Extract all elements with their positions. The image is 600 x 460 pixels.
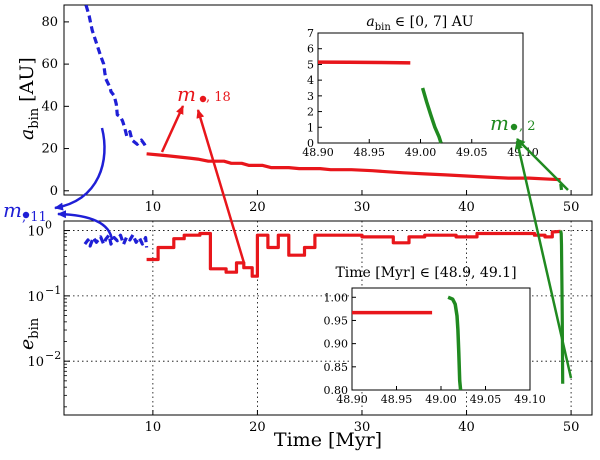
- annotation-m2-main: m: [490, 111, 509, 135]
- bottom-inset-series-m2: [447, 295, 463, 391]
- bottom-inset: Time [Myr] ∈ [48.9, 49.1] 48.90 48.95 49.0…: [324, 265, 546, 406]
- top-y-tick-label: 40: [41, 99, 58, 114]
- top-inset-x-tick-label: 48.95: [354, 146, 386, 159]
- top-series-m18: [146, 152, 561, 182]
- annotation-m18: m , 18: [177, 82, 231, 106]
- bottom-y-tick-exponent: −2: [45, 349, 61, 362]
- bottom-ylabel-main: e: [16, 339, 38, 350]
- bottom-inset-x-tick-label: 48.90: [336, 393, 368, 406]
- top-ylabel-main: a: [16, 129, 38, 140]
- annotations: m, 11 m , 18 m , 2: [3, 82, 573, 379]
- annotation-m11: m, 11: [3, 198, 47, 225]
- arrow-m18-top: [160, 105, 185, 153]
- bottom-x-tick-label: 40: [458, 420, 475, 435]
- bottom-inset-title: Time [Myr] ∈ [48.9, 49.1]: [335, 265, 516, 281]
- bottom-ylabel-sub: bin: [27, 317, 42, 338]
- top-x-tick-label: 10: [145, 200, 162, 215]
- bottom-y-tick-label: 10: [27, 225, 44, 240]
- top-x-tick-label: 30: [354, 200, 371, 215]
- bottom-x-tick-label: 30: [354, 420, 371, 435]
- bottom-inset-x-tick-label: 48.95: [381, 393, 413, 406]
- bottom-inset-x-tick-label: 49.10: [514, 393, 546, 406]
- bottom-inset-frame: [351, 287, 531, 391]
- top-y-tick-label: 60: [41, 57, 58, 72]
- top-inset-frame: [317, 32, 524, 144]
- arrow-m11-top: [54, 127, 106, 211]
- bottom-y-tick-exponent: 0: [45, 219, 52, 232]
- top-inset-y-tick-label: 3: [307, 90, 314, 103]
- top-inset-title-sub: bin: [375, 22, 392, 33]
- bottom-inset-x-tick-label: 49.05: [470, 393, 502, 406]
- annotation-m18-dot: [199, 95, 207, 103]
- bottom-x-tick-label: 20: [249, 420, 266, 435]
- bottom-x-tick-label: 50: [563, 420, 580, 435]
- top-inset-y-tick-label: 2: [307, 106, 314, 119]
- top-inset-series-m2: [420, 87, 443, 144]
- top-inset-x-tick-label: 49.00: [405, 146, 437, 159]
- top-inset-title-main: a: [366, 14, 374, 30]
- bottom-x-ticks: 10 20 30 40 50: [145, 410, 580, 435]
- top-series-m2: [559, 183, 564, 191]
- top-ylabel-unit: [AU]: [16, 57, 38, 102]
- bottom-y-tick-exponent: −1: [45, 284, 61, 297]
- bottom-inset-y-tick-label: 0.95: [324, 314, 349, 327]
- top-inset-title: abin ∈ [0, 7] AU: [366, 14, 473, 33]
- top-series: [84, 5, 564, 191]
- bottom-inset-ticks: 48.90 48.95 49.00 49.05 49.10 0.80 0.85 0.90 0.9…: [324, 291, 546, 406]
- top-inset-y-tick-label: 6: [307, 43, 314, 56]
- annotation-m11-dot: [22, 211, 30, 219]
- top-x-ticks: 10 20 30 40 50: [145, 190, 580, 215]
- top-y-tick-label: 80: [41, 15, 58, 30]
- bottom-y-axis-label: ebin: [16, 317, 42, 350]
- bottom-inset-y-tick-label: 0.80: [324, 384, 349, 397]
- arrow-m18-bottom: [196, 109, 246, 264]
- annotation-m18-main: m: [177, 82, 196, 106]
- x-axis-label: Time [Myr]: [274, 429, 382, 451]
- bottom-inset-x-tick-label: 49.00: [425, 393, 457, 406]
- top-inset-y-tick-label: 0: [307, 137, 314, 150]
- top-series-m11: [84, 5, 149, 150]
- bottom-inset-y-tick-label: 0.90: [324, 338, 349, 351]
- top-y-tick-label: 0: [50, 184, 58, 199]
- bottom-inset-y-tick-label: 0.85: [324, 361, 349, 374]
- top-inset: abin ∈ [0, 7] AU 48.90 48.95 49.00 49.05 49.1…: [302, 14, 539, 159]
- top-inset-y-tick-label: 1: [307, 121, 314, 134]
- bottom-x-tick-label: 10: [145, 420, 162, 435]
- top-inset-y-tick-label: 7: [307, 27, 314, 40]
- arrow-m2-top: [516, 138, 569, 191]
- arrow-m2-bottom: [514, 140, 573, 379]
- annotation-m2-sub: , 2: [519, 119, 536, 134]
- top-inset-series-m18: [317, 60, 411, 65]
- top-x-tick-label: 50: [563, 200, 580, 215]
- top-y-ticks: 0 20 40 60 80: [41, 15, 69, 199]
- annotation-m11-main: m: [3, 198, 22, 222]
- top-inset-y-tick-label: 4: [307, 74, 314, 87]
- bottom-inset-series: [352, 295, 463, 391]
- top-inset-x-tick-label: 49.05: [456, 146, 488, 159]
- bottom-y-tick-label: 10: [27, 290, 44, 305]
- arrow-m11-bottom: [57, 210, 114, 241]
- top-y-axis-label: abin [AU]: [16, 57, 42, 140]
- top-y-tick-label: 20: [41, 142, 58, 157]
- top-ylabel-sub: bin: [27, 107, 42, 128]
- bottom-y-tick-label: 10: [27, 355, 44, 370]
- annotation-m2-dot: [510, 123, 518, 131]
- bottom-series: [83, 229, 565, 384]
- top-inset-y-tick-label: 5: [307, 58, 314, 71]
- top-inset-series: [317, 60, 443, 144]
- annotation-m18-sub: , 18: [206, 90, 231, 105]
- top-x-tick-label: 40: [458, 200, 475, 215]
- bottom-series-m11: [83, 233, 149, 248]
- top-x-tick-label: 20: [249, 200, 266, 215]
- top-inset-title-rest: ∈ [0, 7] AU: [395, 14, 474, 30]
- bottom-inset-y-tick-label: 1.00: [324, 291, 349, 304]
- bottom-series-m2: [559, 230, 565, 384]
- bottom-series-m18: [146, 229, 561, 278]
- annotation-m2: m , 2: [490, 111, 536, 135]
- top-inset-x-tick-label: 48.90: [302, 146, 334, 159]
